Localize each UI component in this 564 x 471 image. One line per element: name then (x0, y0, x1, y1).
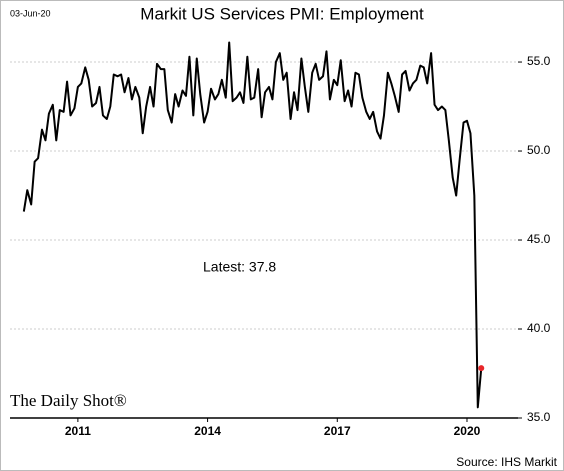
y-tick-label: 45.0 (527, 232, 551, 246)
y-tick-label: 40.0 (527, 321, 551, 335)
y-tick-label: 35.0 (527, 410, 551, 424)
latest-marker (478, 365, 485, 372)
line (22, 41, 483, 409)
chart-title: Markit US Services PMI: Employment (140, 4, 424, 23)
y-tick-label: 55.0 (527, 54, 551, 68)
x-tick-label: 2011 (65, 424, 91, 438)
source: Source: IHS Markit (456, 455, 557, 469)
x-tick-label: 2014 (194, 424, 221, 438)
watermark: The Daily Shot® (10, 391, 127, 410)
date-label: 03-Jun-20 (10, 8, 51, 18)
y-tick-label: 50.0 (527, 143, 551, 157)
annotation: Latest: 37.8 (203, 259, 276, 275)
x-tick-label: 2017 (324, 424, 351, 438)
x-tick-label: 2020 (454, 424, 481, 438)
